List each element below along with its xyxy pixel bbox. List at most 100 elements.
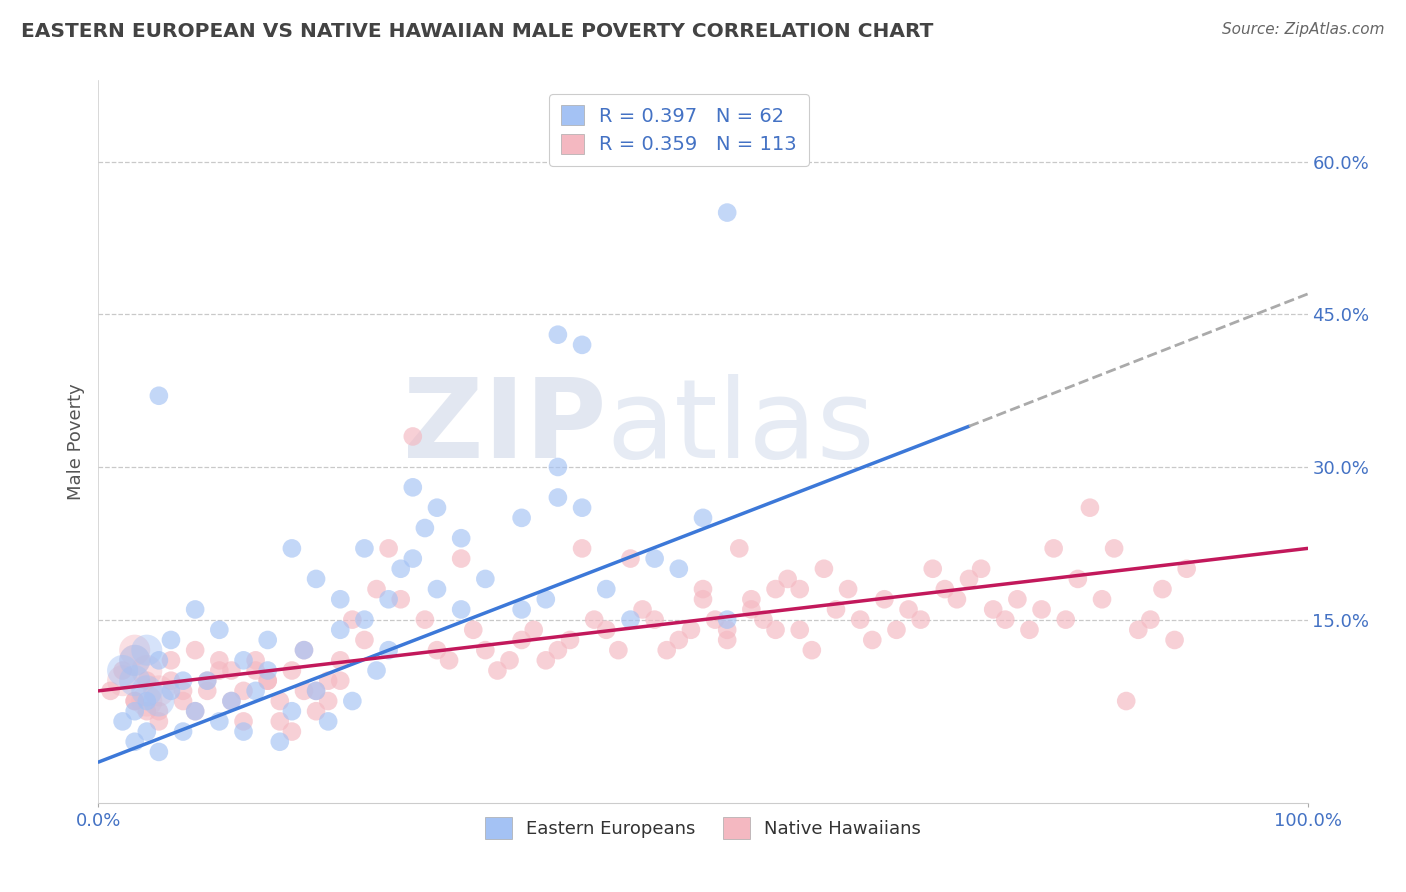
Point [269,714,291,729]
Point [148,653,170,667]
Point [135,643,157,657]
Point [281,704,304,718]
Text: ZIP: ZIP [404,374,606,481]
Point [547,491,569,505]
Point [402,480,425,494]
Point [402,429,425,443]
Point [644,613,666,627]
Point [1042,541,1064,556]
Point [172,673,194,688]
Point [135,694,157,708]
Point [353,541,375,556]
Text: EASTERN EUROPEAN VS NATIVE HAWAIIAN MALE POVERTY CORRELATION CHART: EASTERN EUROPEAN VS NATIVE HAWAIIAN MALE… [21,22,934,41]
Point [704,613,727,627]
Point [135,673,157,688]
Point [245,653,267,667]
Point [148,694,170,708]
Point [172,724,194,739]
Point [160,653,183,667]
Point [1115,694,1137,708]
Point [281,724,304,739]
Point [281,664,304,678]
Point [124,694,146,708]
Point [232,653,254,667]
Point [377,541,399,556]
Point [172,684,194,698]
Point [221,664,243,678]
Point [910,613,932,627]
Point [886,623,908,637]
Point [316,673,339,688]
Point [124,653,146,667]
Point [305,684,328,698]
Point [571,338,593,352]
Point [776,572,799,586]
Point [329,673,352,688]
Point [111,664,134,678]
Point [377,592,399,607]
Point [595,623,617,637]
Point [377,643,399,657]
Point [547,327,569,342]
Point [474,643,496,657]
Point [1102,541,1125,556]
Point [305,572,328,586]
Point [668,632,690,647]
Point [221,694,243,708]
Point [111,664,134,678]
Point [366,582,388,596]
Point [934,582,956,596]
Point [148,745,170,759]
Point [160,684,183,698]
Point [208,653,231,667]
Point [184,704,207,718]
Point [679,623,702,637]
Point [245,684,267,698]
Point [946,592,969,607]
Point [716,205,738,219]
Point [571,541,593,556]
Point [1128,623,1150,637]
Point [329,592,352,607]
Point [342,694,364,708]
Point [813,562,835,576]
Point [221,694,243,708]
Point [184,704,207,718]
Point [389,562,412,576]
Point [644,551,666,566]
Point [256,673,278,688]
Point [292,643,315,657]
Point [437,653,460,667]
Point [897,602,920,616]
Point [269,735,291,749]
Point [740,602,762,616]
Point [353,632,375,647]
Point [232,684,254,698]
Point [510,632,533,647]
Point [111,714,134,729]
Point [921,562,943,576]
Point [366,664,388,678]
Point [619,551,641,566]
Point [148,704,170,718]
Point [716,623,738,637]
Point [1018,623,1040,637]
Point [510,511,533,525]
Point [342,613,364,627]
Point [849,613,872,627]
Point [135,664,157,678]
Point [184,602,207,616]
Point [547,643,569,657]
Point [329,623,352,637]
Point [135,704,157,718]
Point [583,613,606,627]
Point [329,653,352,667]
Point [208,623,231,637]
Point [450,551,472,566]
Point [523,623,546,637]
Text: atlas: atlas [606,374,875,481]
Point [450,531,472,545]
Point [765,623,787,637]
Point [692,582,714,596]
Point [1091,592,1114,607]
